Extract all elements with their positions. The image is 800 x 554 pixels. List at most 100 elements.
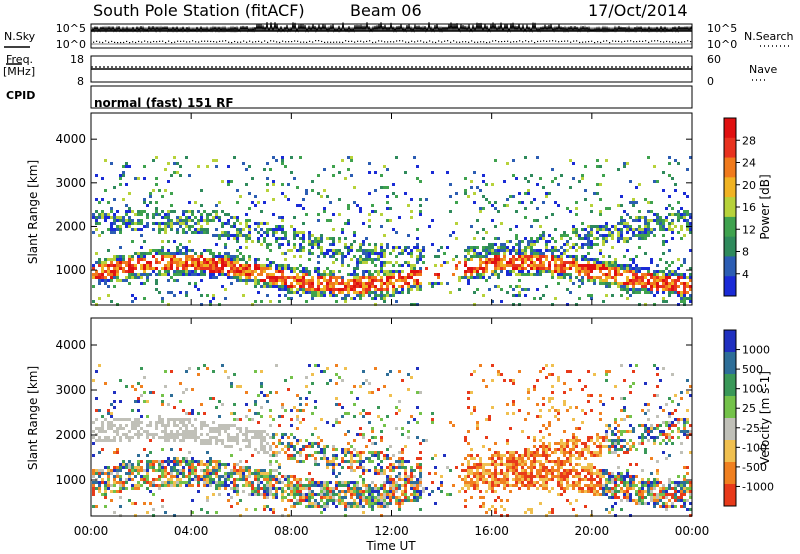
heatmap-cell xyxy=(440,282,443,285)
heatmap-cell xyxy=(341,379,344,382)
heatmap-cell xyxy=(269,460,272,463)
heatmap-cell xyxy=(575,499,578,502)
heatmap-cell xyxy=(278,294,281,297)
heatmap-cell xyxy=(440,481,443,484)
heatmap-cell xyxy=(158,475,161,478)
heatmap-cell xyxy=(230,264,233,267)
heatmap-cell xyxy=(296,291,299,294)
heatmap-cell xyxy=(506,291,509,294)
heatmap-cell xyxy=(539,273,542,276)
heatmap-cell xyxy=(302,240,305,243)
heatmap-cell xyxy=(218,478,221,481)
heatmap-cell xyxy=(236,469,239,472)
heatmap-cell xyxy=(104,493,107,496)
heatmap-cell xyxy=(689,294,692,297)
heatmap-cell xyxy=(497,478,500,481)
heatmap-cell xyxy=(110,231,113,234)
heatmap-cell xyxy=(605,282,608,285)
heatmap-cell xyxy=(299,502,302,505)
heatmap-cell xyxy=(356,433,359,436)
heatmap-cell xyxy=(152,436,155,439)
heatmap-cell xyxy=(329,496,332,499)
heatmap-cell xyxy=(362,478,365,481)
heatmap-cell xyxy=(236,502,239,505)
heatmap-cell xyxy=(149,252,152,255)
heatmap-cell xyxy=(524,294,527,297)
heatmap-cell xyxy=(536,460,539,463)
heatmap-cell xyxy=(188,478,191,481)
heatmap-cell xyxy=(476,454,479,457)
heatmap-cell xyxy=(113,186,116,189)
heatmap-cell xyxy=(560,237,563,240)
heatmap-cell xyxy=(668,288,671,291)
heatmap-cell xyxy=(548,442,551,445)
heatmap-cell xyxy=(233,276,236,279)
heatmap-cell xyxy=(284,267,287,270)
heatmap-cell xyxy=(296,204,299,207)
heatmap-cell xyxy=(524,258,527,261)
heatmap-cell xyxy=(593,451,596,454)
heatmap-cell xyxy=(299,451,302,454)
heatmap-cell xyxy=(107,279,110,282)
heatmap-cell xyxy=(263,484,266,487)
heatmap-cell xyxy=(326,493,329,496)
heatmap-cell xyxy=(542,481,545,484)
heatmap-cell xyxy=(434,502,437,505)
heatmap-cell xyxy=(245,460,248,463)
heatmap-cell xyxy=(608,273,611,276)
heatmap-cell xyxy=(98,481,101,484)
heatmap-cell xyxy=(518,258,521,261)
heatmap-cell xyxy=(668,249,671,252)
heatmap-cell xyxy=(236,231,239,234)
heatmap-cell xyxy=(473,267,476,270)
heatmap-cell xyxy=(155,478,158,481)
heatmap-cell xyxy=(128,261,131,264)
heatmap-cell xyxy=(416,481,419,484)
heatmap-cell xyxy=(350,454,353,457)
heatmap-cell xyxy=(641,282,644,285)
heatmap-cell xyxy=(104,484,107,487)
heatmap-cell xyxy=(113,466,116,469)
heatmap-cell xyxy=(119,463,122,466)
heatmap-cell xyxy=(359,505,362,508)
heatmap-cell xyxy=(380,282,383,285)
heatmap-cell xyxy=(398,451,401,454)
heatmap-cell xyxy=(332,243,335,246)
heatmap-cell xyxy=(191,255,194,258)
heatmap-cell xyxy=(473,270,476,273)
heatmap-cell xyxy=(110,207,113,210)
heatmap-cell xyxy=(158,436,161,439)
heatmap-cell xyxy=(593,282,596,285)
heatmap-cell xyxy=(233,472,236,475)
heatmap-cell xyxy=(167,421,170,424)
heatmap-cell xyxy=(572,418,575,421)
heatmap-cell xyxy=(248,445,251,448)
heatmap-cell xyxy=(530,174,533,177)
heatmap-cell xyxy=(212,460,215,463)
heatmap-cell xyxy=(173,469,176,472)
heatmap-cell xyxy=(227,472,230,475)
heatmap-cell xyxy=(413,267,416,270)
heatmap-cell xyxy=(644,267,647,270)
heatmap-cell xyxy=(146,475,149,478)
heatmap-cell xyxy=(623,282,626,285)
heatmap-cell xyxy=(248,493,251,496)
heatmap-cell xyxy=(311,496,314,499)
heatmap-cell xyxy=(650,258,653,261)
heatmap-cell xyxy=(272,478,275,481)
heatmap-cell xyxy=(578,463,581,466)
heatmap-cell xyxy=(428,282,431,285)
heatmap-cell xyxy=(584,228,587,231)
heatmap-cell xyxy=(230,225,233,228)
heatmap-cell xyxy=(668,270,671,273)
heatmap-cell xyxy=(494,285,497,288)
heatmap-cell xyxy=(584,490,587,493)
heatmap-cell xyxy=(407,373,410,376)
heatmap-cell xyxy=(584,457,587,460)
heatmap-cell xyxy=(551,487,554,490)
heatmap-cell xyxy=(206,478,209,481)
heatmap-cell xyxy=(395,195,398,198)
heatmap-cell xyxy=(371,460,374,463)
heatmap-cell xyxy=(290,445,293,448)
heatmap-cell xyxy=(491,490,494,493)
